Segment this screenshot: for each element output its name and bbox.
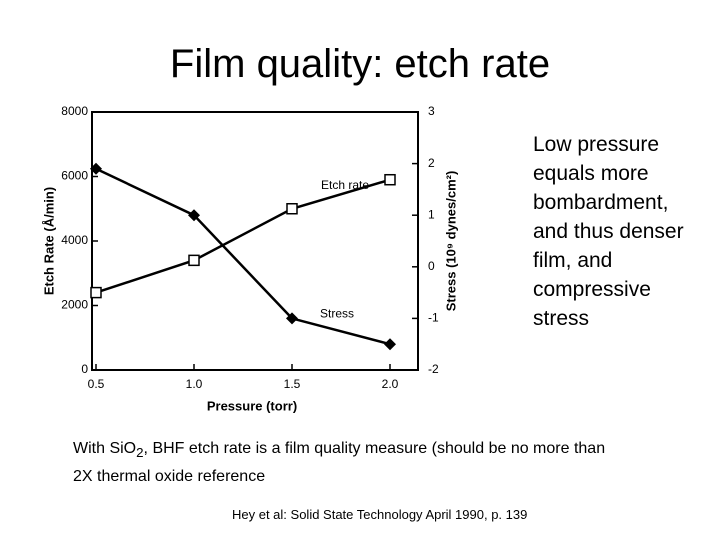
y-tick-label: 8000 (61, 104, 88, 118)
x-axis-label: Pressure (torr) (207, 398, 297, 413)
caption-text: With Si (73, 440, 124, 457)
x-tick-label: 0.5 (88, 377, 105, 391)
y-tick-label: 6000 (61, 169, 88, 183)
caption-text: O (123, 440, 137, 457)
series-line (95, 167, 391, 346)
y2-axis-label: Stress (10⁹ dynes/cm²) (443, 171, 458, 312)
caption: With SiO2, BHF etch rate is a film quali… (73, 437, 613, 489)
y2-tick-label: 1 (428, 207, 435, 221)
y-tick-label: 4000 (61, 233, 88, 247)
y-axis-label: Etch Rate (Å/min) (41, 187, 56, 295)
y2-tick-label: -2 (428, 362, 439, 376)
y2-tick-label: 0 (428, 259, 435, 273)
series-label: Stress (320, 307, 354, 321)
side-note: Low pressure equals more bombardment, an… (533, 133, 684, 330)
x-tick-label: 1.5 (284, 377, 301, 391)
caption-text: , BHF etch rate is a film quality measur… (73, 440, 606, 486)
y-tick-label: 2000 (61, 298, 88, 312)
y2-tick-label: 3 (428, 104, 435, 118)
y2-tick-label: -1 (428, 311, 439, 325)
marker (384, 338, 396, 351)
x-tick-label: 2.0 (382, 377, 399, 391)
series-line (95, 178, 391, 294)
marker (188, 209, 200, 222)
marker (286, 203, 298, 215)
chart: Etch Rate (Å/min) Stress (10⁹ dynes/cm²)… (41, 104, 458, 413)
x-tick-label: 1.0 (186, 377, 203, 391)
plot-frame (91, 111, 419, 371)
marker (384, 173, 396, 186)
citation: Hey et al: Solid State Technology April … (232, 507, 528, 522)
y-tick-label: 0 (81, 362, 88, 376)
series-label: Etch rate (321, 178, 369, 192)
marker (286, 312, 298, 325)
marker (90, 162, 102, 175)
marker (188, 254, 200, 267)
y2-tick-label: 2 (428, 156, 435, 170)
caption-subscript: 2 (136, 445, 144, 461)
slide-title: Film quality: etch rate (169, 42, 551, 86)
marker (90, 286, 102, 299)
